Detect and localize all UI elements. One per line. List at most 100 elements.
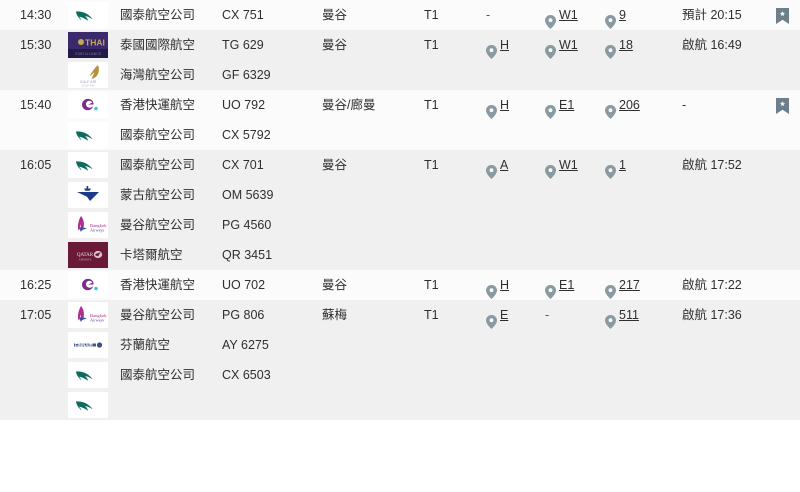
baggage-belt[interactable]: 511	[605, 300, 675, 330]
flight-number[interactable]: PG 806	[222, 308, 265, 322]
airline-name: 卡塔爾航空	[120, 248, 183, 262]
flight-number[interactable]: CX 751	[222, 8, 264, 22]
map-pin-icon	[605, 100, 616, 119]
gate-value[interactable]: W1	[559, 8, 578, 22]
check-in-aisle-value: -	[486, 8, 491, 22]
flight-status: 啟航 17:36	[682, 308, 742, 322]
codeshare-leg: 蒙古航空公司 OM 5639	[0, 180, 800, 210]
bookmark-button[interactable]	[776, 90, 796, 120]
flight-row-primary-leg: 17:05 Bangkok Airways 曼谷航空公司 PG 806 蘇梅 T1 E - 511…	[0, 300, 800, 330]
check-in-aisle-value[interactable]: H	[500, 278, 510, 292]
baggage-belt[interactable]: 18	[605, 30, 675, 60]
flight-number[interactable]: CX 5792	[222, 128, 271, 142]
airline-logo: THAI STAR ALLIANCE	[68, 30, 108, 60]
check-in-aisle[interactable]: H	[486, 270, 542, 300]
svg-text:Bangkok: Bangkok	[90, 223, 107, 228]
map-pin-icon	[486, 100, 497, 119]
airline-name: 海灣航空公司	[120, 68, 196, 82]
airline-logo: Bangkok Airways	[68, 300, 108, 330]
baggage-belt-value[interactable]: 511	[619, 308, 639, 322]
flight-number[interactable]	[222, 390, 322, 420]
flight-number[interactable]: TG 629	[222, 38, 264, 52]
gate-value[interactable]: W1	[559, 158, 578, 172]
terminal: T1	[424, 278, 439, 292]
airline-name: 芬蘭航空	[120, 338, 171, 352]
flight-number[interactable]: AY 6275	[222, 338, 269, 352]
baggage-belt[interactable]: 1	[605, 150, 675, 180]
check-in-aisle[interactable]: H	[486, 30, 542, 60]
destination: 蘇梅	[322, 308, 348, 322]
svg-text:STAR ALLIANCE: STAR ALLIANCE	[75, 52, 102, 56]
baggage-belt[interactable]: 206	[605, 90, 675, 120]
airline-name: 香港快運航空	[120, 98, 196, 112]
flight-number[interactable]: CX 701	[222, 158, 264, 172]
check-in-aisle[interactable]: E	[486, 300, 542, 330]
gate-value[interactable]: E1	[559, 278, 575, 292]
flight-row[interactable]: 16:25 香港快運航空 UO 702 曼谷 T1 H E1 217 啟航 17:22	[0, 270, 800, 300]
baggage-belt-value[interactable]: 18	[619, 38, 633, 52]
gate[interactable]: W1	[545, 30, 605, 60]
bookmark-button[interactable]	[776, 0, 796, 30]
gate[interactable]: W1	[545, 150, 605, 180]
gate-value[interactable]: E1	[559, 98, 575, 112]
flight-number[interactable]: QR 3451	[222, 248, 273, 262]
flight-row[interactable]: 17:05 Bangkok Airways 曼谷航空公司 PG 806 蘇梅 T1 E - 511…	[0, 300, 800, 420]
map-pin-icon	[605, 280, 616, 299]
flight-status: 啟航 17:22	[682, 278, 742, 292]
baggage-belt-value[interactable]: 206	[619, 98, 640, 112]
bookmark-icon	[776, 8, 789, 24]
airline-logo: QATAR AIRWAYS	[68, 240, 108, 270]
baggage-belt-value[interactable]: 217	[619, 278, 640, 292]
codeshare-leg: FINNAIR 芬蘭航空 AY 6275	[0, 330, 800, 360]
flight-number[interactable]: GF 6329	[222, 68, 271, 82]
map-pin-icon	[545, 160, 556, 179]
gate[interactable]: E1	[545, 270, 605, 300]
flight-status: 預計 20:15	[682, 8, 742, 22]
bookmark-icon	[776, 98, 789, 114]
codeshare-leg	[0, 390, 800, 420]
departure-time: 17:05	[20, 308, 52, 322]
check-in-aisle-value[interactable]: A	[500, 158, 509, 172]
flight-row[interactable]: 16:05 國泰航空公司 CX 701 曼谷 T1 A W1 1 啟航 17:52 蒙古航空公司 O…	[0, 150, 800, 270]
terminal: T1	[424, 98, 439, 112]
baggage-belt[interactable]: 9	[605, 0, 675, 30]
airline-logo	[68, 390, 108, 420]
gate[interactable]: W1	[545, 0, 605, 30]
flight-row[interactable]: 14:30 國泰航空公司 CX 751 曼谷 T1 - W1 9 預計 20:15	[0, 0, 800, 30]
check-in-aisle-value[interactable]: E	[500, 308, 509, 322]
map-pin-icon	[545, 40, 556, 59]
check-in-aisle-value[interactable]: H	[500, 38, 510, 52]
airline-name: 曼谷航空公司	[120, 308, 196, 322]
departure-time: 15:30	[20, 38, 52, 52]
airline-logo	[68, 120, 108, 150]
svg-text:Airways: Airways	[90, 228, 105, 233]
airline-name: 曼谷航空公司	[120, 218, 196, 232]
flight-row[interactable]: 15:40 香港快運航空 UO 792 曼谷/廊曼 T1 H E1 206 - 國泰航空公司 CX …	[0, 90, 800, 150]
airline-name: 泰國國際航空	[120, 38, 196, 52]
flight-number[interactable]: UO 702	[222, 278, 266, 292]
flight-number[interactable]: OM 5639	[222, 188, 274, 202]
baggage-belt[interactable]: 217	[605, 270, 675, 300]
flight-number[interactable]: UO 792	[222, 98, 266, 112]
airline-name: 國泰航空公司	[120, 158, 196, 172]
destination: 曼谷	[322, 278, 348, 292]
svg-text:Airways: Airways	[90, 318, 105, 323]
flight-status: 啟航 17:52	[682, 158, 742, 172]
check-in-aisle-value[interactable]: H	[500, 98, 510, 112]
flight-status: -	[682, 98, 687, 112]
flight-row-primary-leg: 15:40 香港快運航空 UO 792 曼谷/廊曼 T1 H E1 206 -	[0, 90, 800, 120]
flight-number[interactable]: PG 4560	[222, 218, 272, 232]
map-pin-icon	[605, 40, 616, 59]
baggage-belt-value[interactable]: 9	[619, 8, 626, 22]
flight-row[interactable]: 15:30 THAI STAR ALLIANCE 泰國國際航空 TG 629 曼谷 T1 H W…	[0, 30, 800, 90]
check-in-aisle[interactable]: H	[486, 90, 542, 120]
baggage-belt-value[interactable]: 1	[619, 158, 626, 172]
flight-number[interactable]: CX 6503	[222, 368, 271, 382]
gate-value[interactable]: W1	[559, 38, 578, 52]
airline-logo	[68, 150, 108, 180]
destination: 曼谷/廊曼	[322, 98, 376, 112]
gate[interactable]: E1	[545, 90, 605, 120]
flight-status: 啟航 16:49	[682, 38, 742, 52]
map-pin-icon	[605, 160, 616, 179]
check-in-aisle[interactable]: A	[486, 150, 542, 180]
